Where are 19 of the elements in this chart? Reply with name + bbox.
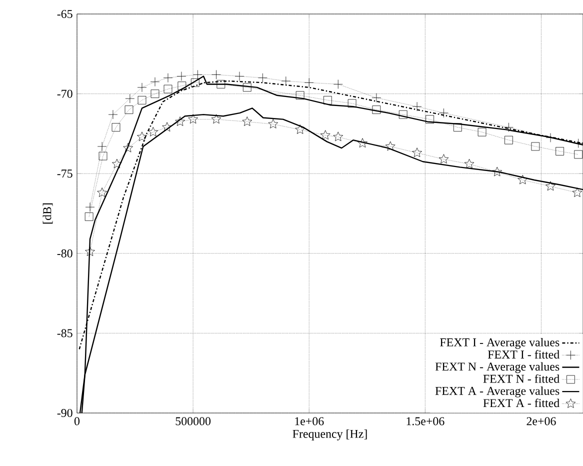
y-tick-label: -65 bbox=[57, 10, 72, 18]
x-tick-label: 2e+06 bbox=[526, 417, 556, 426]
x-tick-label: 1.5e+06 bbox=[406, 417, 444, 426]
legend-label: FEXT I - Average values bbox=[440, 338, 560, 349]
legend-label: FEXT I - fitted bbox=[488, 350, 560, 359]
x-tick-label: 1e+06 bbox=[295, 417, 324, 426]
x-tick-label: 0 bbox=[74, 417, 80, 426]
x-tick-label: 500000 bbox=[176, 417, 211, 426]
x-axis-title: Frequency [Hz] bbox=[292, 429, 367, 440]
legend-label: FEXT A - fitted bbox=[483, 398, 560, 408]
legend-label: FEXT N - fitted bbox=[483, 374, 560, 383]
legend-label: FEXT N - Average values bbox=[435, 362, 560, 374]
y-tick-label: -90 bbox=[57, 408, 72, 418]
y-tick-label: -80 bbox=[57, 249, 72, 258]
y-axis-title: [dB] bbox=[42, 203, 53, 224]
y-tick-label: -75 bbox=[57, 170, 72, 178]
y-tick-label: -85 bbox=[57, 329, 72, 338]
y-tick-label: -70 bbox=[57, 90, 72, 98]
legend-label: FEXT A - Average values bbox=[435, 386, 560, 398]
